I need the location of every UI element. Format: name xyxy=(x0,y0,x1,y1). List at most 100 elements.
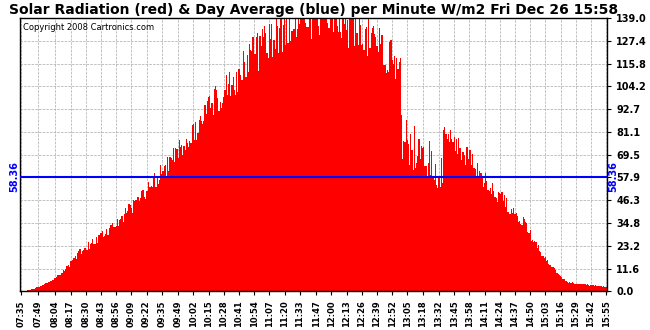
Bar xyxy=(173,148,174,291)
Bar xyxy=(327,23,328,291)
Bar xyxy=(416,163,417,291)
Bar xyxy=(240,80,242,291)
Bar xyxy=(504,195,505,291)
Bar xyxy=(594,286,595,291)
Bar xyxy=(589,286,590,291)
Bar xyxy=(333,32,334,291)
Bar xyxy=(244,62,246,291)
Bar xyxy=(450,130,451,291)
Bar xyxy=(199,119,200,291)
Bar xyxy=(313,10,315,291)
Bar xyxy=(331,16,332,291)
Bar xyxy=(111,225,112,291)
Bar xyxy=(208,97,209,291)
Bar xyxy=(595,285,596,291)
Bar xyxy=(523,217,524,291)
Bar xyxy=(564,279,565,291)
Bar xyxy=(158,184,159,291)
Bar xyxy=(109,228,110,291)
Bar xyxy=(55,278,56,291)
Bar xyxy=(554,268,555,291)
Bar xyxy=(318,26,319,291)
Bar xyxy=(332,18,333,291)
Bar xyxy=(424,167,426,291)
Bar xyxy=(374,34,375,291)
Bar xyxy=(502,201,504,291)
Bar xyxy=(256,37,257,291)
Bar xyxy=(356,33,358,291)
Bar xyxy=(376,46,378,291)
Bar xyxy=(170,158,172,291)
Bar xyxy=(479,171,480,291)
Bar xyxy=(103,237,104,291)
Bar xyxy=(334,13,335,291)
Bar xyxy=(445,134,447,291)
Bar xyxy=(584,284,586,291)
Bar xyxy=(561,277,562,291)
Bar xyxy=(189,141,190,291)
Bar xyxy=(35,288,36,291)
Bar xyxy=(528,233,530,291)
Bar xyxy=(31,289,32,291)
Bar xyxy=(408,145,409,291)
Bar xyxy=(421,146,422,291)
Bar xyxy=(436,185,437,291)
Bar xyxy=(266,53,268,291)
Bar xyxy=(198,133,199,291)
Bar xyxy=(181,146,182,291)
Bar xyxy=(185,149,186,291)
Bar xyxy=(37,287,38,291)
Bar xyxy=(298,10,299,291)
Bar xyxy=(269,23,270,291)
Bar xyxy=(79,249,81,291)
Bar xyxy=(512,213,514,291)
Bar xyxy=(231,84,233,291)
Bar xyxy=(553,267,554,291)
Bar xyxy=(389,42,391,291)
Bar xyxy=(547,260,548,291)
Bar xyxy=(495,197,496,291)
Bar xyxy=(151,186,152,291)
Bar xyxy=(457,154,458,291)
Bar xyxy=(551,267,552,291)
Bar xyxy=(201,121,202,291)
Bar xyxy=(271,24,272,291)
Bar xyxy=(477,163,478,291)
Bar xyxy=(135,200,136,291)
Bar xyxy=(484,183,485,291)
Bar xyxy=(193,124,194,291)
Bar xyxy=(365,28,366,291)
Bar xyxy=(218,111,220,291)
Bar xyxy=(167,157,168,291)
Bar xyxy=(237,92,239,291)
Bar xyxy=(543,258,545,291)
Bar xyxy=(180,147,181,291)
Bar xyxy=(359,13,360,291)
Bar xyxy=(545,257,546,291)
Bar xyxy=(91,243,92,291)
Bar xyxy=(202,124,203,291)
Bar xyxy=(465,165,467,291)
Bar xyxy=(157,176,158,291)
Bar xyxy=(36,287,37,291)
Bar xyxy=(435,164,436,291)
Bar xyxy=(239,69,240,291)
Title: Solar Radiation (red) & Day Average (blue) per Minute W/m2 Fri Dec 26 15:58: Solar Radiation (red) & Day Average (blu… xyxy=(9,3,618,17)
Bar xyxy=(264,26,265,291)
Bar xyxy=(65,269,66,291)
Bar xyxy=(229,72,230,291)
Bar xyxy=(129,205,131,291)
Bar xyxy=(32,288,34,291)
Bar xyxy=(224,90,226,291)
Bar xyxy=(168,171,170,291)
Bar xyxy=(159,180,160,291)
Bar xyxy=(394,56,395,291)
Bar xyxy=(590,285,592,291)
Bar xyxy=(538,245,539,291)
Bar xyxy=(378,52,379,291)
Bar xyxy=(410,134,411,291)
Bar xyxy=(174,162,176,291)
Bar xyxy=(234,90,235,291)
Bar xyxy=(44,284,46,291)
Bar xyxy=(296,37,297,291)
